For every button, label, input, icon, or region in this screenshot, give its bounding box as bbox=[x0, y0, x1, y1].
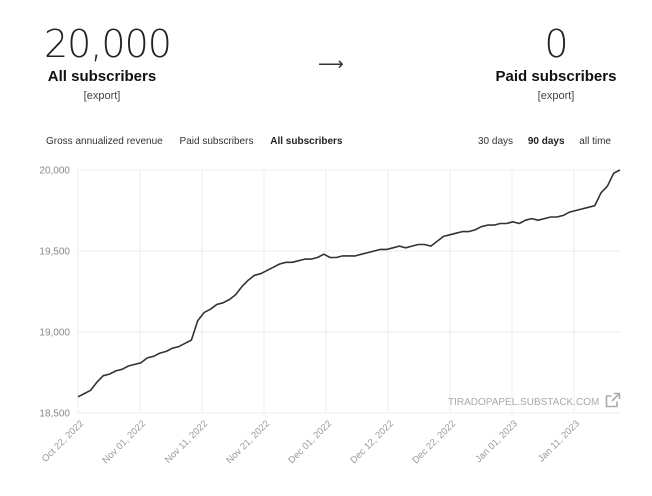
range-tabs: 30 days 90 days all time bbox=[478, 136, 623, 147]
x-tick-label: Oct 22, 2022 bbox=[40, 418, 86, 464]
paid-subscribers-count: 0 bbox=[544, 22, 568, 66]
tab-gross-annualized-revenue[interactable]: Gross annualized revenue bbox=[46, 136, 163, 147]
paid-subscribers-export-link[interactable]: [export] bbox=[537, 90, 575, 102]
tab-all-time[interactable]: all time bbox=[579, 136, 611, 147]
x-tick-label: Dec 01, 2022 bbox=[286, 418, 334, 466]
subscribers-line bbox=[77, 169, 621, 398]
y-tick-label: 19,500 bbox=[39, 247, 70, 258]
y-tick-label: 19,000 bbox=[39, 328, 70, 339]
paid-subscribers-stat: 0 Paid subscribers [export] bbox=[492, 22, 620, 102]
y-tick-label: 18,500 bbox=[39, 409, 70, 420]
paid-subscribers-label: Paid subscribers bbox=[495, 68, 617, 85]
tab-paid-subscribers[interactable]: Paid subscribers bbox=[179, 136, 254, 147]
y-tick-label: 20,000 bbox=[39, 166, 70, 177]
all-subscribers-label: All subscribers bbox=[47, 68, 157, 85]
watermark-text: TIRADOPAPEL.SUBSTACK.COM bbox=[448, 397, 600, 408]
x-tick-label: Jan 01, 2023 bbox=[473, 418, 520, 465]
tab-all-subscribers[interactable]: All subscribers bbox=[270, 136, 343, 147]
metric-tabs: Gross annualized revenue Paid subscriber… bbox=[46, 136, 357, 147]
x-tick-label: Nov 11, 2022 bbox=[163, 418, 210, 465]
x-tick-label: Jan 11, 2023 bbox=[536, 418, 582, 464]
all-subscribers-export-link[interactable]: [export] bbox=[83, 90, 121, 102]
x-tick-label: Nov 21, 2022 bbox=[224, 418, 272, 466]
x-tick-label: Dec 22, 2022 bbox=[410, 418, 458, 466]
watermark[interactable]: TIRADOPAPEL.SUBSTACK.COM bbox=[448, 389, 621, 408]
arrow-icon: ⟶ bbox=[318, 54, 344, 74]
external-link-icon bbox=[605, 392, 621, 408]
all-subscribers-count: 20,000 bbox=[44, 22, 172, 66]
all-subscribers-stat: 20,000 All subscribers [export] bbox=[44, 22, 172, 102]
tab-30-days[interactable]: 30 days bbox=[478, 136, 514, 147]
x-tick-label: Dec 12, 2022 bbox=[348, 418, 396, 466]
tab-90-days[interactable]: 90 days bbox=[527, 136, 565, 147]
x-tick-label: Nov 01, 2022 bbox=[100, 418, 148, 466]
